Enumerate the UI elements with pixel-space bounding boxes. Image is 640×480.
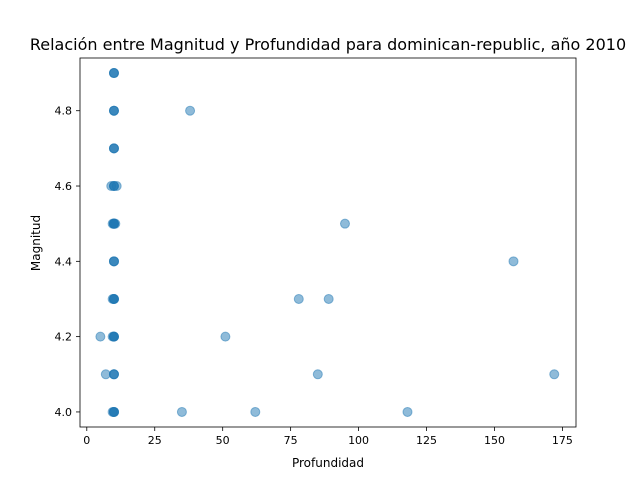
data-point xyxy=(107,406,118,417)
x-tick-label: 0 xyxy=(83,434,90,447)
data-point xyxy=(220,331,231,342)
x-tick-label: 125 xyxy=(416,434,437,447)
x-axis-label: Profundidad xyxy=(292,456,364,470)
data-point xyxy=(176,406,187,417)
data-point xyxy=(108,369,119,380)
y-tick-label: 4.2 xyxy=(55,331,73,344)
y-tick-label: 4.0 xyxy=(55,406,73,419)
x-tick-label: 175 xyxy=(552,434,573,447)
data-point xyxy=(293,293,304,304)
axes-background xyxy=(80,58,576,427)
y-tick-label: 4.4 xyxy=(55,255,73,268)
y-axis-ticks: 4.0 4.2 4.4 4.6 4.8 xyxy=(55,105,80,419)
data-point xyxy=(185,105,196,116)
data-point xyxy=(108,143,119,154)
axes-frame xyxy=(79,57,577,428)
data-point xyxy=(107,331,118,342)
x-tick-label: 25 xyxy=(148,434,162,447)
data-point xyxy=(402,406,413,417)
x-axis-ticks: 0 25 50 75 100 125 150 175 xyxy=(83,427,573,447)
data-point xyxy=(323,293,334,304)
data-point xyxy=(111,181,122,192)
x-tick-label: 150 xyxy=(484,434,505,447)
data-point xyxy=(339,218,350,229)
x-tick-label: 100 xyxy=(348,434,369,447)
x-tick-label: 50 xyxy=(216,434,230,447)
data-point xyxy=(95,331,106,342)
data-points xyxy=(95,68,560,417)
data-point xyxy=(110,218,121,229)
data-point xyxy=(100,369,111,380)
y-tick-label: 4.6 xyxy=(55,180,73,193)
data-point xyxy=(508,256,519,267)
data-point xyxy=(108,256,119,267)
chart-title: Relación entre Magnitud y Profundidad pa… xyxy=(30,35,626,54)
y-axis-label: Magnitud xyxy=(29,215,43,271)
data-point xyxy=(107,293,118,304)
data-point xyxy=(549,369,560,380)
data-point xyxy=(250,406,261,417)
data-point xyxy=(108,105,119,116)
data-point xyxy=(108,68,119,79)
x-tick-label: 75 xyxy=(284,434,298,447)
data-point xyxy=(312,369,323,380)
plot-area: 0 25 50 75 100 125 150 175 4.0 4.2 4.4 4.6 4.8 xyxy=(55,57,577,447)
y-tick-label: 4.8 xyxy=(55,105,73,118)
